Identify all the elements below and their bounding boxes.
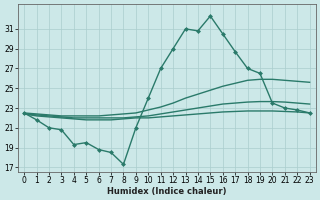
X-axis label: Humidex (Indice chaleur): Humidex (Indice chaleur) [107, 187, 227, 196]
